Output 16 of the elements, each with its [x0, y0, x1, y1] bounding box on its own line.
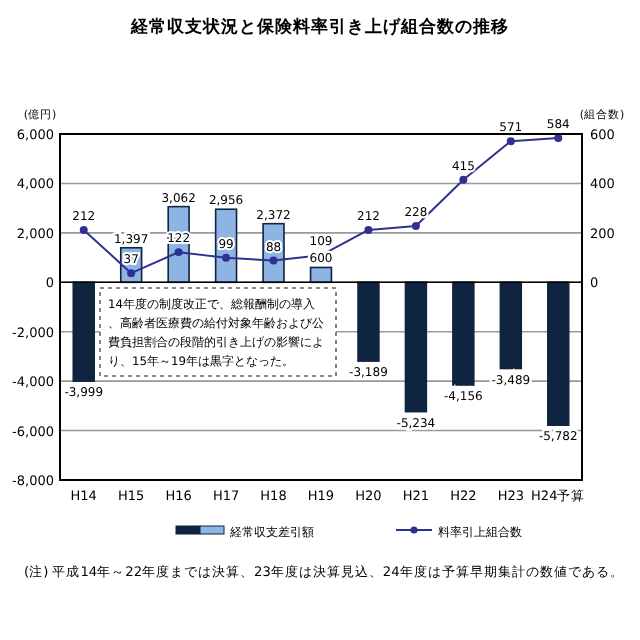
bar: [499, 281, 523, 370]
point: [364, 225, 373, 234]
bar: [452, 281, 475, 386]
chart-title: 経常収支状況と保険料率引き上げ組合数の推移: [129, 16, 509, 38]
point: [127, 269, 136, 278]
bar: [404, 281, 428, 413]
point: [506, 137, 515, 146]
point: [79, 225, 88, 234]
point: [459, 175, 468, 184]
point: [411, 221, 420, 230]
point: [174, 248, 183, 257]
point: [222, 253, 231, 262]
point: [269, 256, 278, 265]
bar: [72, 281, 95, 382]
bar: [547, 281, 570, 426]
bar: [357, 281, 380, 362]
